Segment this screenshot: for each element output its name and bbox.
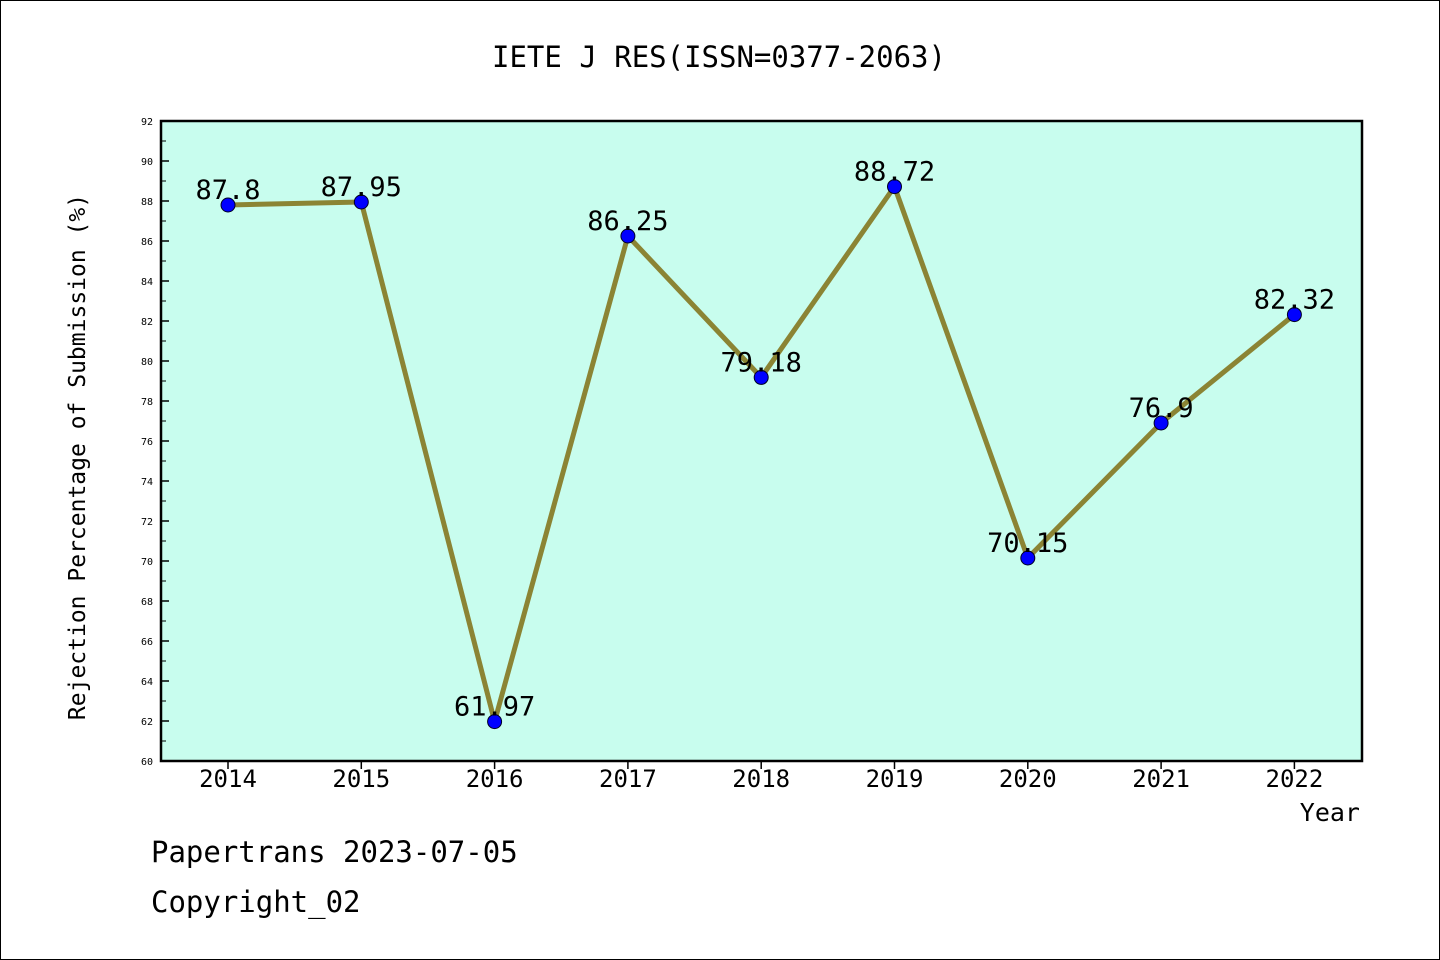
- y-tick-label-88: 88: [141, 197, 153, 208]
- x-tick-label-2014: 2014: [199, 765, 257, 793]
- y-tick-label-78: 78: [141, 397, 153, 408]
- chart-title: IETE J RES(ISSN=0377-2063): [492, 40, 946, 74]
- data-label-2022: 82.32: [1254, 285, 1335, 316]
- x-tick-label-2015: 2015: [332, 765, 390, 793]
- x-axis: 2014 2015 2016 2017 2018 2019 2020 2021 2022: [199, 761, 1323, 793]
- data-point-2022: [1286, 307, 1302, 323]
- x-tick-label-2020: 2020: [999, 765, 1057, 793]
- data-label-2018: 79.18: [721, 347, 802, 378]
- data-point-2014: [220, 197, 236, 213]
- x-tick-label-2021: 2021: [1132, 765, 1190, 793]
- data-label-2021: 76.9: [1129, 393, 1194, 424]
- y-axis-label: Rejection Percentage of Submission (%): [65, 194, 91, 720]
- y-tick-label-72: 72: [141, 517, 153, 528]
- data-point-2021: [1153, 415, 1169, 431]
- y-tick-label-66: 66: [141, 637, 153, 648]
- y-tick-label-74: 74: [141, 477, 153, 488]
- data-point-2016: [487, 714, 503, 730]
- data-label-2014: 87.8: [195, 175, 260, 206]
- plot-area: [159, 119, 1364, 763]
- data-point-2019: [887, 179, 902, 195]
- footer-copyright: Copyright_02: [151, 885, 361, 919]
- y-tick-label-60: 60: [141, 757, 153, 768]
- data-point-2015: [353, 194, 369, 210]
- data-point-2017: [620, 228, 636, 244]
- y-tick-label-68: 68: [141, 597, 153, 608]
- data-markers: [220, 179, 1302, 730]
- y-tick-label-84: 84: [141, 277, 153, 288]
- y-axis: 60 62 64 66 68 70 72 74 76 78 80 82 84 86 88 90 92: [141, 117, 169, 768]
- x-tick-label-2019: 2019: [866, 765, 924, 793]
- y-tick-label-80: 80: [141, 357, 153, 368]
- data-point-2018: [753, 369, 769, 385]
- data-label-2017: 86.25: [587, 206, 668, 237]
- x-tick-label-2022: 2022: [1266, 765, 1324, 793]
- data-label-2020: 70.15: [987, 528, 1068, 559]
- y-tick-label-62: 62: [141, 717, 153, 728]
- y-tick-label-82: 82: [141, 317, 153, 328]
- data-labels: 87.8 87.95 61.97 86.25 79.18 88.72 70.15 76.9 82…: [195, 157, 1335, 723]
- y-tick-label-92: 92: [141, 117, 153, 128]
- data-label-2016: 61.97: [454, 692, 535, 723]
- x-tick-label-2018: 2018: [732, 765, 790, 793]
- y-tick-label-90: 90: [141, 157, 153, 168]
- data-label-2019: 88.72: [854, 157, 935, 188]
- x-tick-label-2017: 2017: [599, 765, 657, 793]
- y-tick-label-64: 64: [141, 677, 153, 688]
- data-point-2020: [1020, 550, 1036, 566]
- y-tick-label-70: 70: [141, 557, 153, 568]
- data-label-2015: 87.95: [321, 172, 402, 203]
- x-tick-label-2016: 2016: [466, 765, 524, 793]
- y-tick-label-76: 76: [141, 437, 153, 448]
- y-tick-label-86: 86: [141, 237, 153, 248]
- x-axis-label: Year: [1300, 798, 1360, 827]
- footer-date-stamp: Papertrans 2023-07-05: [151, 835, 518, 869]
